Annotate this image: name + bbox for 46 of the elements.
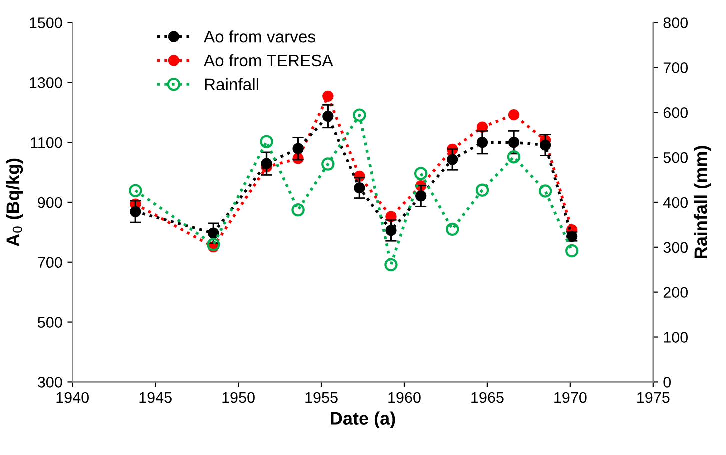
x-tick-label: 1955	[306, 392, 338, 404]
point	[476, 122, 488, 133]
legend-label: Ao from varves	[204, 30, 316, 43]
x-tick-label: 1945	[140, 392, 172, 404]
y-tick-label: 1300	[30, 78, 62, 88]
y-tick-label: 900	[38, 197, 62, 208]
y2-tick-label: 600	[664, 107, 688, 118]
point	[322, 90, 334, 102]
x-tick-label: 1975	[638, 392, 670, 404]
point	[476, 184, 490, 197]
point	[129, 184, 142, 198]
point	[353, 108, 366, 122]
y-tick-label: 500	[38, 317, 62, 328]
x-tick-label: 1940	[56, 392, 89, 404]
point	[207, 238, 220, 252]
y2-tick-label: 100	[664, 332, 688, 343]
x-axis-title: Date (a)	[331, 412, 396, 429]
y-tick-label: 700	[38, 257, 62, 268]
point	[538, 184, 552, 198]
y2-axis-title: Rainfall (mm)	[694, 146, 711, 258]
y2-tick-label: 400	[663, 197, 688, 208]
y-axis-title: A$_{0}$ (Bq/kg)	[6, 158, 24, 247]
point	[414, 167, 428, 180]
legend-label: Ao from TERESA	[204, 54, 334, 67]
point	[260, 135, 274, 148]
point	[384, 258, 398, 272]
y2-tick-label: 700	[664, 62, 688, 74]
x-tick-label: 1970	[554, 392, 587, 404]
point	[446, 222, 460, 236]
point	[507, 150, 521, 164]
x-tick-label: 1950	[222, 392, 255, 404]
point	[565, 244, 579, 258]
y2-tick-label: 800	[664, 18, 688, 28]
y-tick-label: 1100	[31, 137, 62, 148]
point	[322, 158, 335, 171]
x-tick-label: 1965	[472, 392, 504, 404]
x-tick-label: 1960	[388, 392, 421, 404]
y2-tick-label: 0	[664, 377, 672, 388]
y2-tick-label: 500	[664, 152, 688, 164]
point	[508, 109, 520, 121]
legend-label: Rainfall	[205, 78, 258, 91]
y2-tick-label: 300	[664, 242, 688, 254]
y2-tick-label: 200	[664, 287, 688, 298]
y-tick-label: 300	[38, 377, 62, 388]
point	[292, 204, 305, 217]
y-tick-label: 1500	[30, 18, 62, 28]
